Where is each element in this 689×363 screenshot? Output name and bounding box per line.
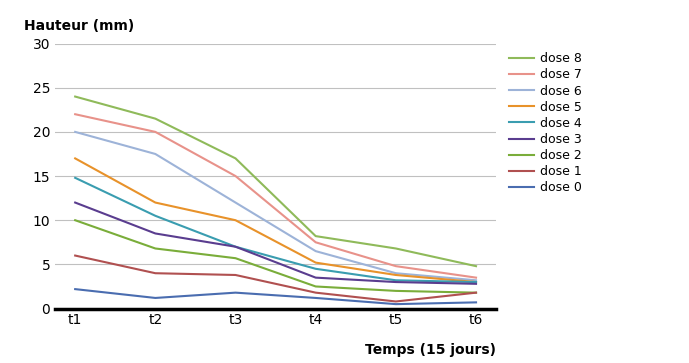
dose 7 [472, 276, 480, 280]
dose 8 [392, 246, 400, 251]
dose 3 [472, 282, 480, 286]
dose 8 [151, 117, 159, 121]
Line: dose 5: dose 5 [75, 158, 476, 282]
dose 5 [392, 273, 400, 277]
dose 3 [151, 231, 159, 236]
Line: dose 3: dose 3 [75, 203, 476, 284]
dose 3 [71, 200, 79, 205]
dose 7 [71, 112, 79, 117]
dose 1 [472, 290, 480, 295]
dose 4 [71, 176, 79, 180]
dose 2 [311, 284, 320, 289]
Line: dose 6: dose 6 [75, 132, 476, 280]
dose 2 [71, 218, 79, 223]
Line: dose 2: dose 2 [75, 220, 476, 293]
dose 8 [232, 156, 240, 160]
dose 4 [392, 278, 400, 282]
dose 5 [311, 260, 320, 265]
dose 1 [392, 299, 400, 304]
Line: dose 1: dose 1 [75, 256, 476, 302]
dose 0 [71, 287, 79, 291]
dose 8 [472, 264, 480, 268]
dose 6 [232, 200, 240, 205]
dose 5 [232, 218, 240, 223]
Text: Hauteur (mm): Hauteur (mm) [24, 19, 134, 33]
dose 0 [151, 296, 159, 300]
dose 0 [392, 302, 400, 306]
Text: Temps (15 jours): Temps (15 jours) [365, 343, 496, 357]
dose 5 [151, 200, 159, 205]
dose 4 [472, 280, 480, 284]
dose 2 [232, 256, 240, 260]
dose 3 [311, 276, 320, 280]
dose 6 [151, 152, 159, 156]
dose 8 [71, 94, 79, 99]
dose 4 [232, 245, 240, 249]
dose 6 [71, 130, 79, 134]
dose 2 [472, 290, 480, 295]
dose 4 [151, 213, 159, 218]
Line: dose 7: dose 7 [75, 114, 476, 278]
dose 4 [311, 266, 320, 271]
dose 3 [232, 245, 240, 249]
dose 7 [232, 174, 240, 178]
dose 2 [151, 246, 159, 251]
dose 7 [151, 130, 159, 134]
Legend: dose 8, dose 7, dose 6, dose 5, dose 4, dose 3, dose 2, dose 1, dose 0: dose 8, dose 7, dose 6, dose 5, dose 4, … [506, 50, 585, 197]
Line: dose 8: dose 8 [75, 97, 476, 266]
dose 6 [472, 278, 480, 282]
dose 1 [151, 271, 159, 276]
dose 7 [311, 240, 320, 245]
Line: dose 0: dose 0 [75, 289, 476, 304]
dose 1 [311, 290, 320, 295]
dose 2 [392, 289, 400, 293]
dose 0 [472, 300, 480, 305]
dose 5 [71, 156, 79, 160]
dose 1 [232, 273, 240, 277]
dose 0 [232, 290, 240, 295]
dose 0 [311, 296, 320, 300]
dose 6 [311, 249, 320, 253]
dose 8 [311, 234, 320, 238]
dose 5 [472, 280, 480, 284]
dose 3 [392, 280, 400, 284]
dose 1 [71, 253, 79, 258]
Line: dose 4: dose 4 [75, 178, 476, 282]
dose 7 [392, 264, 400, 268]
dose 6 [392, 271, 400, 276]
